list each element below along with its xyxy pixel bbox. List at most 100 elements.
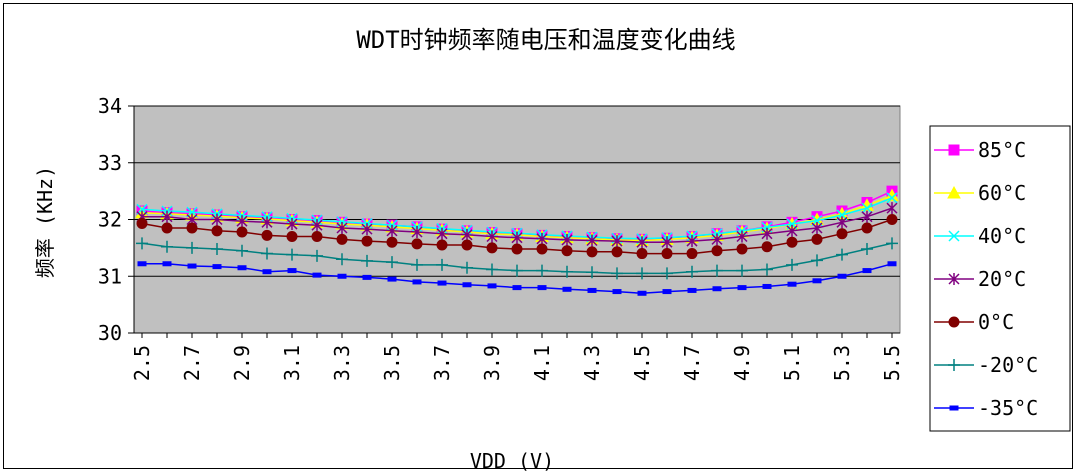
data-point <box>586 246 598 258</box>
data-point <box>586 266 598 279</box>
data-point <box>261 229 273 241</box>
legend-item: 0°C <box>934 310 1014 334</box>
data-point <box>436 227 448 240</box>
y-tick-label: 30 <box>98 321 122 345</box>
legend-label: 60°C <box>978 181 1026 205</box>
data-point <box>536 243 548 255</box>
y-tick-label: 32 <box>98 208 122 232</box>
data-point <box>686 235 698 248</box>
data-point <box>712 286 722 292</box>
data-point <box>486 263 498 276</box>
x-tick-label: 3.5 <box>380 345 404 381</box>
legend: 85°C 60°C 40°C 20°C 0°C -20°C -35°C <box>929 125 1071 432</box>
data-point <box>787 281 797 287</box>
series-0°C <box>136 214 898 260</box>
legend-label: 20°C <box>978 267 1026 291</box>
data-point <box>486 230 498 243</box>
data-point <box>637 290 647 296</box>
data-point <box>212 264 222 270</box>
data-point <box>786 236 798 248</box>
legend-item: -20°C <box>934 353 1038 377</box>
data-point <box>861 202 873 214</box>
data-point <box>736 264 748 277</box>
data-point <box>761 241 773 253</box>
data-point <box>236 244 248 257</box>
data-point <box>511 243 523 255</box>
data-point <box>487 283 497 289</box>
data-point <box>412 279 422 285</box>
data-point <box>336 253 348 266</box>
data-point <box>261 247 273 260</box>
data-point <box>511 231 523 244</box>
data-point <box>161 240 173 253</box>
data-point <box>836 216 848 229</box>
series-20°C <box>136 202 898 249</box>
data-point <box>236 226 248 238</box>
data-point <box>511 264 523 277</box>
legend-label: 0°C <box>978 310 1014 334</box>
data-point <box>949 405 959 411</box>
y-tick-label: 31 <box>98 264 122 288</box>
data-point <box>836 228 848 240</box>
data-point <box>611 235 623 248</box>
data-point <box>411 238 423 250</box>
data-point <box>561 265 573 278</box>
data-point <box>611 246 623 258</box>
data-point <box>286 218 298 231</box>
data-point <box>711 264 723 277</box>
data-point <box>886 214 898 225</box>
x-tick-label: 4.1 <box>530 345 554 381</box>
data-point <box>437 280 447 286</box>
data-point <box>336 233 348 245</box>
data-point <box>386 256 398 269</box>
data-point <box>362 274 372 280</box>
data-point <box>762 283 772 289</box>
legend-item: -35°C <box>934 396 1038 420</box>
data-point <box>761 227 773 240</box>
data-point <box>436 258 448 271</box>
data-point <box>686 265 698 278</box>
data-point <box>262 269 272 275</box>
data-point <box>662 289 672 295</box>
data-point <box>462 282 472 288</box>
y-tick-label: 33 <box>98 151 122 175</box>
data-point <box>461 228 473 241</box>
data-point <box>286 231 298 243</box>
plot-area: 30 31 32 33 34 2.5 2.7 2.9 3.1 3.3 3.5 3.7 3.9 4.1 4.3… <box>98 94 904 381</box>
data-point <box>387 276 397 282</box>
x-tick-label: 2.9 <box>230 345 254 381</box>
x-tick-label: 4.5 <box>630 345 654 381</box>
x-tick-label: 2.5 <box>130 345 154 381</box>
data-point <box>837 273 847 279</box>
data-point <box>661 236 673 249</box>
data-point <box>886 237 898 250</box>
data-point <box>586 234 598 247</box>
data-point <box>361 254 373 267</box>
data-point <box>336 222 348 235</box>
data-point <box>137 261 147 267</box>
legend-item: 85°C <box>934 138 1026 162</box>
data-point <box>686 248 698 260</box>
data-point <box>886 202 898 215</box>
data-point <box>161 222 173 234</box>
legend-label: -20°C <box>978 353 1038 377</box>
data-point <box>786 224 798 237</box>
data-point <box>337 273 347 279</box>
data-point <box>236 215 248 228</box>
data-point <box>811 233 823 245</box>
data-point <box>211 225 223 237</box>
x-tick-label: 3.3 <box>330 345 354 381</box>
legend-item: 20°C <box>934 267 1026 291</box>
x-axis-label: VDD (V) <box>470 449 554 473</box>
data-point <box>687 287 697 293</box>
data-point <box>862 268 872 274</box>
chart-title: WDT时钟频率随电压和温度变化曲线 <box>356 26 735 54</box>
data-point <box>611 267 623 280</box>
data-point <box>886 192 898 204</box>
y-axis-label: 频率 (KHz) <box>33 166 57 278</box>
legend-label: -35°C <box>978 396 1038 420</box>
data-point <box>836 248 848 261</box>
data-point <box>612 289 622 295</box>
y-tick-label: 34 <box>98 94 122 118</box>
x-tick-label: 2.7 <box>180 345 204 381</box>
